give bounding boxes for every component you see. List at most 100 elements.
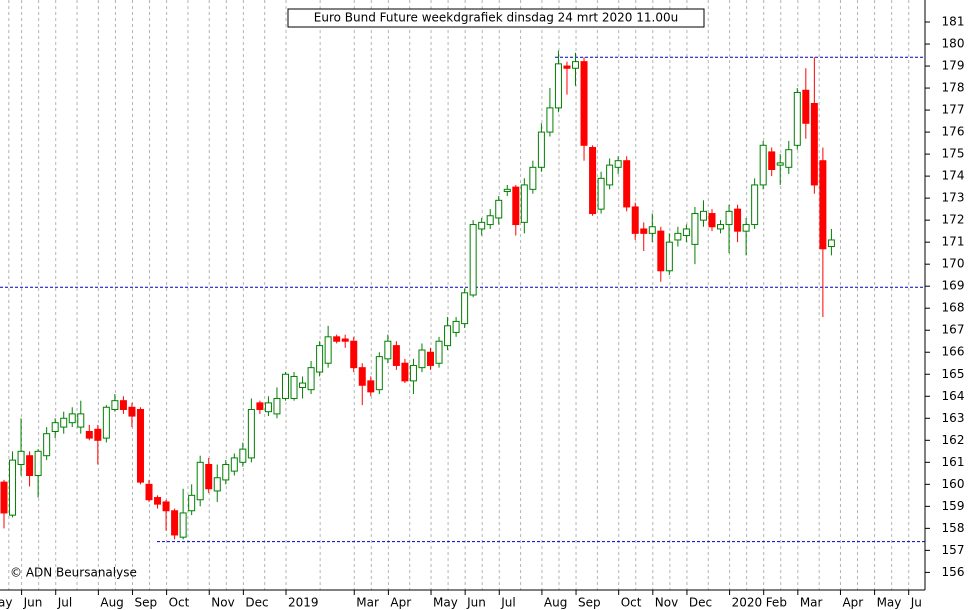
candle-body	[537, 131, 545, 168]
candle-body	[776, 162, 784, 166]
candle-body	[572, 61, 580, 69]
y-tick-label: 176	[942, 125, 965, 139]
candle-body	[725, 210, 733, 226]
candle-body	[665, 241, 673, 272]
candle-body	[162, 501, 170, 512]
candle-body	[827, 239, 835, 248]
candle-body	[256, 402, 264, 410]
y-tick-label: 169	[942, 279, 965, 293]
candle-body	[614, 160, 622, 168]
candle-body	[563, 65, 571, 69]
candle-body	[520, 184, 528, 223]
x-tick-label: 2019	[288, 596, 319, 610]
candle-body	[742, 224, 750, 232]
candle-body	[802, 89, 810, 124]
x-tick-label: Dec	[245, 596, 268, 610]
candle-body	[554, 63, 562, 109]
candle-body	[145, 483, 153, 501]
candle-body	[546, 107, 554, 133]
x-tick-label: Ju	[910, 596, 922, 610]
candle-body	[597, 177, 605, 210]
candle-body	[435, 340, 443, 364]
candle-body	[239, 448, 247, 463]
x-tick-label: Aug	[100, 596, 123, 610]
y-tick-label: 158	[942, 521, 965, 535]
candle-body	[580, 61, 588, 146]
candle-body	[316, 345, 324, 373]
candle-body	[486, 215, 494, 226]
candle-body	[682, 228, 690, 237]
candle-body	[734, 208, 742, 232]
candle-body	[273, 397, 281, 415]
y-tick-label: 181	[942, 15, 965, 29]
candle-body	[367, 380, 375, 393]
candle-body	[759, 144, 767, 186]
candle-body	[469, 224, 477, 296]
y-tick-label: 171	[942, 235, 965, 249]
candle-body	[674, 232, 682, 241]
y-tick-label: 177	[942, 103, 965, 117]
candle-body	[452, 320, 460, 333]
y-tick-label: 159	[942, 499, 965, 513]
candle-body	[77, 413, 85, 428]
x-tick-label: Sep	[134, 596, 157, 610]
x-tick-label: Apr	[390, 596, 411, 610]
candle-body	[34, 450, 42, 477]
x-tick-label: 2020	[732, 596, 763, 610]
candle-body	[222, 464, 230, 481]
x-tick-label: Jun	[466, 596, 486, 610]
y-tick-label: 162	[942, 433, 965, 447]
y-tick-label: 173	[942, 191, 965, 205]
x-tick-label: Sep	[578, 596, 601, 610]
x-tick-label: Nov	[655, 596, 678, 610]
candle-body	[0, 481, 8, 514]
x-tick-label: Feb	[766, 596, 787, 610]
x-tick-label: Mar	[800, 596, 823, 610]
candle-body	[640, 228, 648, 234]
candle-body	[341, 338, 349, 342]
candle-body	[179, 512, 187, 538]
candle-body	[51, 422, 59, 432]
candle-body	[819, 160, 827, 250]
x-tick-label: May	[433, 596, 458, 610]
candle-body	[9, 459, 17, 516]
candle-body	[324, 336, 332, 364]
candles	[0, 50, 835, 540]
candle-body	[606, 164, 614, 186]
candle-body	[299, 382, 307, 388]
candle-body	[589, 147, 597, 215]
candle-body	[699, 210, 707, 221]
candle-body	[461, 292, 469, 325]
candle-body	[264, 402, 272, 413]
x-tick-label: Oct	[621, 596, 642, 610]
candle-body	[785, 149, 793, 168]
candle-body	[230, 457, 238, 472]
candle-body	[119, 400, 127, 410]
y-tick-label: 165	[942, 367, 965, 381]
x-tick-label: Jul	[57, 596, 72, 610]
candle-body	[529, 166, 537, 190]
candle-body	[503, 188, 511, 193]
y-tick-label: 178	[942, 81, 965, 95]
candle-body	[751, 184, 759, 226]
x-tick-label: Nov	[211, 596, 234, 610]
candle-body	[196, 461, 204, 501]
candle-body	[384, 340, 392, 360]
candle-body	[623, 160, 631, 208]
x-tick-label: Mar	[356, 596, 379, 610]
x-tick-label: Apr	[842, 596, 863, 610]
candle-body	[657, 230, 665, 272]
x-tick-label: Aug	[544, 596, 567, 610]
y-tick-label: 167	[942, 323, 965, 337]
candle-body	[793, 91, 801, 146]
y-tick-label: 161	[942, 455, 965, 469]
candle-body	[444, 325, 452, 347]
candle-body	[708, 213, 716, 228]
grid	[0, 0, 925, 590]
candle-body	[128, 406, 136, 417]
candle-body	[768, 151, 776, 171]
candle-body	[350, 340, 358, 369]
y-tick-label: 160	[942, 477, 965, 491]
candle-body	[307, 367, 315, 391]
x-tick-label: Dec	[689, 596, 712, 610]
